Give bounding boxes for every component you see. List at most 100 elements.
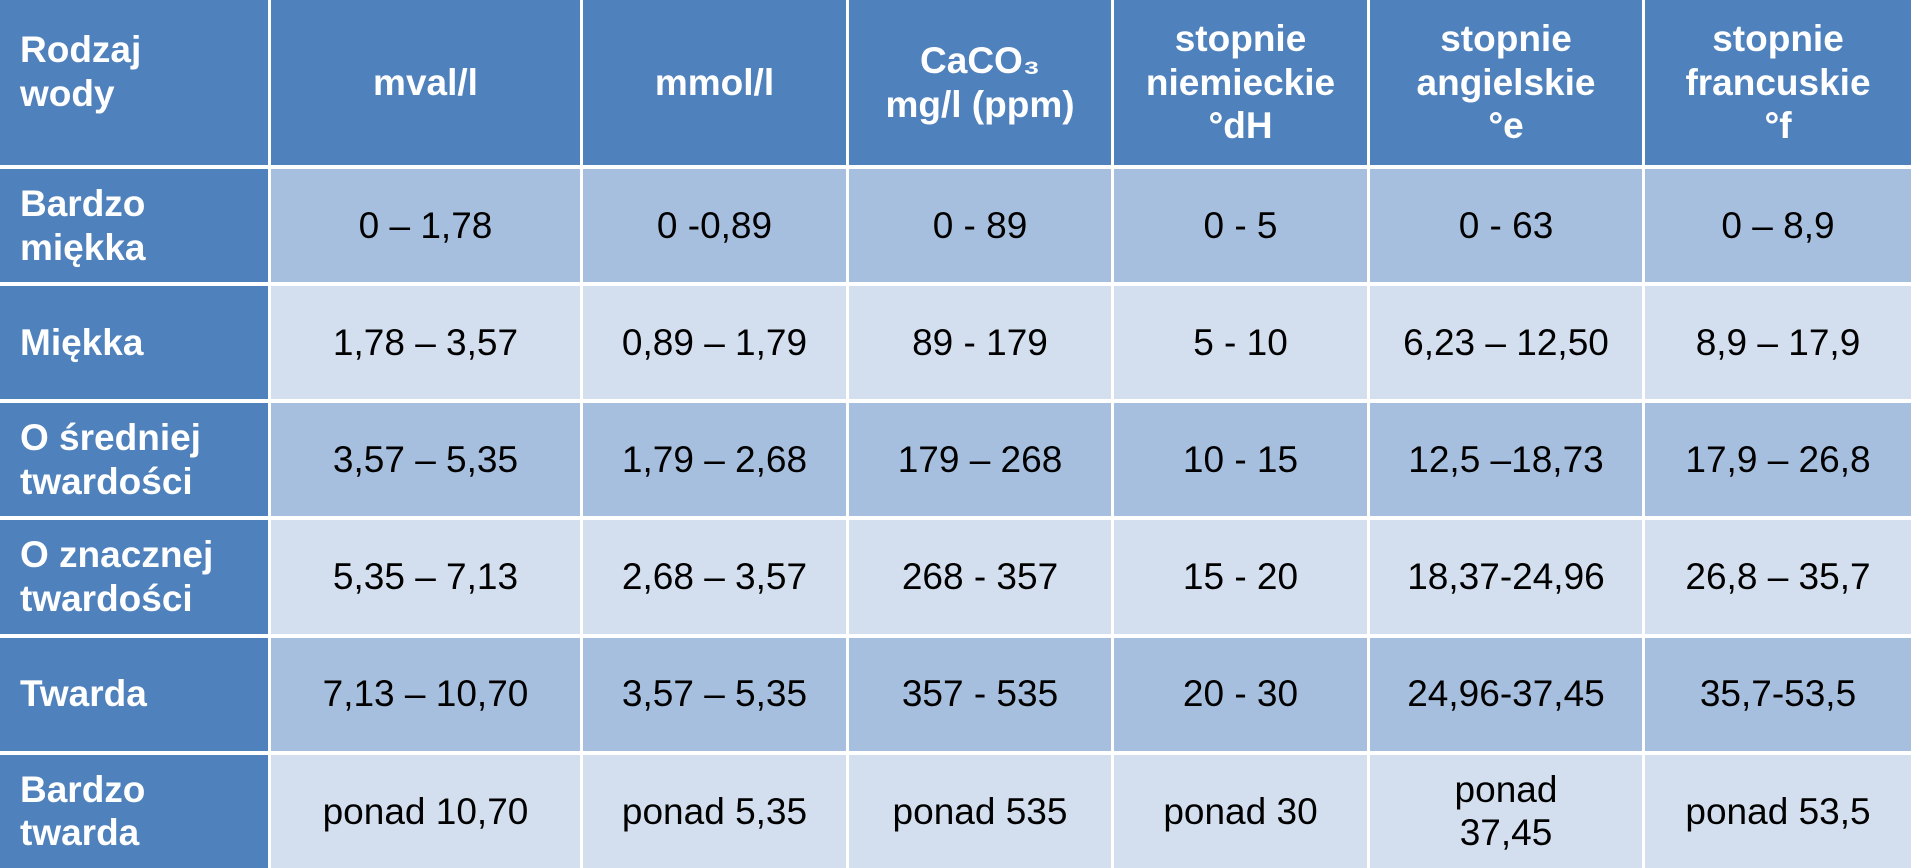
- cell-text: 12,5 –18,73: [1408, 439, 1604, 481]
- data-cell: 35,7-53,5: [1645, 637, 1911, 751]
- header-cell: mmol/l: [583, 0, 846, 165]
- data-cell: 357 - 535: [849, 637, 1111, 751]
- cell-text: 18,37-24,96: [1407, 556, 1605, 598]
- data-cell: 3,57 – 5,35: [271, 403, 580, 517]
- cell-text: 20 - 30: [1182, 673, 1299, 715]
- cell-text: 357 - 535: [901, 673, 1059, 715]
- data-cell: 0 - 89: [849, 169, 1111, 283]
- data-cell: 8,9 – 17,9: [1645, 286, 1911, 400]
- cell-text: 268 - 357: [901, 556, 1059, 598]
- data-cell: ponad 30: [1114, 754, 1367, 868]
- cell-text: francuskie: [1685, 61, 1871, 103]
- data-cell: 3,57 – 5,35: [583, 637, 846, 751]
- cell-text: ponad 10,70: [322, 790, 529, 832]
- cell-text: 6,23 – 12,50: [1403, 321, 1609, 363]
- cell-text: mval/l: [373, 61, 478, 103]
- data-cell: 89 - 179: [849, 286, 1111, 400]
- cell-text: 17,9 – 26,8: [1685, 439, 1871, 481]
- data-cell: 18,37-24,96: [1370, 520, 1642, 634]
- row-label: Bardzo miękka: [0, 169, 268, 283]
- header-cell: stopnie francuskie °f: [1645, 0, 1911, 165]
- cell-text: 5,35 – 7,13: [332, 556, 519, 598]
- data-cell: 0 - 5: [1114, 169, 1367, 283]
- cell-text: 0 - 5: [1203, 204, 1278, 246]
- cell-text: 7,13 – 10,70: [322, 673, 529, 715]
- row-label: O średniej twardości: [0, 403, 268, 517]
- cell-text: miękka: [20, 226, 146, 268]
- data-cell: 5 - 10: [1114, 286, 1367, 400]
- cell-text: 10 - 15: [1182, 439, 1299, 481]
- cell-text: 179 – 268: [897, 439, 1063, 481]
- cell-text: 0 – 1,78: [358, 204, 493, 246]
- cell-text: 8,9 – 17,9: [1695, 321, 1861, 363]
- cell-text: 0 -0,89: [656, 204, 773, 246]
- cell-text: niemieckie: [1145, 61, 1336, 103]
- data-cell: 6,23 – 12,50: [1370, 286, 1642, 400]
- header-cell: stopnie niemieckie °dH: [1114, 0, 1367, 165]
- header-cell: CaCO₃ mg/l (ppm): [849, 0, 1111, 165]
- data-cell: 20 - 30: [1114, 637, 1367, 751]
- data-cell: 7,13 – 10,70: [271, 637, 580, 751]
- cell-text: 15 - 20: [1182, 556, 1299, 598]
- data-cell: 12,5 –18,73: [1370, 403, 1642, 517]
- data-cell: 0,89 – 1,79: [583, 286, 846, 400]
- data-cell: 2,68 – 3,57: [583, 520, 846, 634]
- data-cell: 24,96-37,45: [1370, 637, 1642, 751]
- cell-text: Miękka: [20, 321, 144, 363]
- data-cell: 1,78 – 3,57: [271, 286, 580, 400]
- cell-text: stopnie: [1440, 18, 1572, 60]
- cell-text: twardości: [20, 460, 193, 502]
- data-cell: 1,79 – 2,68: [583, 403, 846, 517]
- cell-text: ponad 30: [1163, 790, 1318, 832]
- data-cell: 0 – 8,9: [1645, 169, 1911, 283]
- data-cell: 17,9 – 26,8: [1645, 403, 1911, 517]
- row-label: Bardzo twarda: [0, 754, 268, 868]
- cell-text: angielskie: [1416, 61, 1596, 103]
- data-cell: 179 – 268: [849, 403, 1111, 517]
- cell-text: mmol/l: [654, 61, 775, 103]
- cell-text: 1,79 – 2,68: [621, 439, 808, 481]
- data-cell: ponad 37,45: [1370, 754, 1642, 868]
- cell-text: CaCO₃: [920, 39, 1040, 81]
- data-cell: ponad 53,5: [1645, 754, 1911, 868]
- data-cell: 10 - 15: [1114, 403, 1367, 517]
- cell-text: twardości: [20, 578, 193, 620]
- data-cell: 268 - 357: [849, 520, 1111, 634]
- cell-text: 1,78 – 3,57: [332, 321, 519, 363]
- data-cell: 26,8 – 35,7: [1645, 520, 1911, 634]
- data-cell: ponad 10,70: [271, 754, 580, 868]
- data-cell: ponad 5,35: [583, 754, 846, 868]
- cell-text: 89 - 179: [912, 321, 1048, 363]
- cell-text: O średniej: [20, 417, 201, 459]
- cell-text: Bardzo: [20, 768, 146, 810]
- header-cell: stopnie angielskie °e: [1370, 0, 1642, 165]
- cell-text: wody: [20, 72, 115, 114]
- cell-text: °dH: [1208, 105, 1273, 147]
- cell-text: stopnie: [1174, 18, 1307, 60]
- cell-text: 35,7-53,5: [1699, 673, 1857, 715]
- cell-text: stopnie: [1712, 18, 1844, 60]
- row-label: Twarda: [0, 637, 268, 751]
- header-cell: mval/l: [271, 0, 580, 165]
- cell-text: 0 - 89: [932, 204, 1028, 246]
- cell-text: 3,57 – 5,35: [621, 673, 808, 715]
- cell-text: 2,68 – 3,57: [621, 556, 808, 598]
- cell-text: 0 – 8,9: [1721, 204, 1835, 246]
- cell-text: °e: [1488, 105, 1524, 147]
- cell-text: Twarda: [20, 673, 147, 715]
- data-cell: 0 - 63: [1370, 169, 1642, 283]
- cell-text: 0 - 63: [1458, 204, 1554, 246]
- cell-text: 3,57 – 5,35: [332, 439, 519, 481]
- cell-text: °f: [1764, 105, 1792, 147]
- cell-text: twarda: [20, 812, 140, 854]
- cell-text: ponad 5,35: [621, 790, 808, 832]
- header-cell: Rodzaj wody: [0, 0, 268, 165]
- data-cell: 0 -0,89: [583, 169, 846, 283]
- data-cell: 5,35 – 7,13: [271, 520, 580, 634]
- cell-text: 26,8 – 35,7: [1685, 556, 1871, 598]
- row-label: O znacznej twardości: [0, 520, 268, 634]
- cell-text: mg/l (ppm): [885, 83, 1075, 125]
- data-cell: 15 - 20: [1114, 520, 1367, 634]
